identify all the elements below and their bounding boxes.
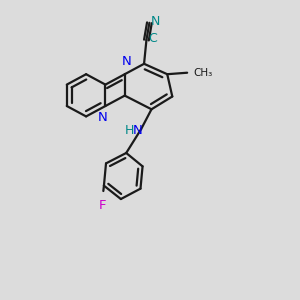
Text: N: N bbox=[151, 15, 160, 28]
Text: F: F bbox=[99, 199, 106, 212]
Text: CH₃: CH₃ bbox=[193, 68, 212, 78]
Text: N: N bbox=[98, 111, 107, 124]
Text: H: H bbox=[124, 124, 134, 137]
Text: N: N bbox=[133, 124, 143, 137]
Text: C: C bbox=[148, 32, 157, 45]
Text: N: N bbox=[121, 55, 131, 68]
